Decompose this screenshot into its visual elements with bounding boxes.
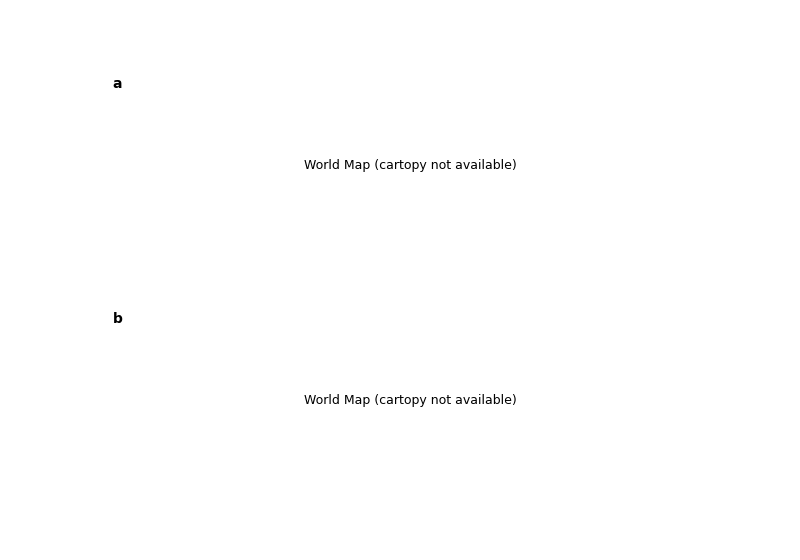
Text: World Map (cartopy not available): World Map (cartopy not available) [304, 394, 516, 407]
Text: b: b [112, 312, 122, 326]
Text: World Map (cartopy not available): World Map (cartopy not available) [304, 158, 516, 172]
Text: a: a [112, 77, 122, 91]
